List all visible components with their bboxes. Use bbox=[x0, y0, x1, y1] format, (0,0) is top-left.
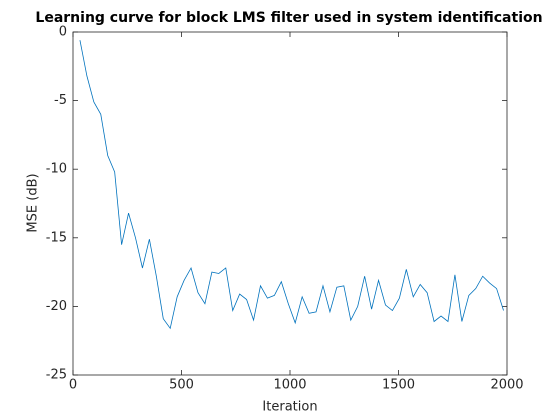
y-tick-label: -10 bbox=[46, 162, 67, 177]
y-tick-label: -25 bbox=[46, 368, 67, 383]
x-tick-label: 0 bbox=[69, 378, 77, 393]
x-tick-label: 500 bbox=[169, 378, 194, 393]
data-line bbox=[79, 40, 504, 330]
y-tick-label: -20 bbox=[46, 299, 67, 314]
x-tick-label: 1500 bbox=[382, 378, 415, 393]
chart-title: Learning curve for block LMS filter used… bbox=[35, 10, 542, 26]
y-axis-label: MSE (dB) bbox=[26, 173, 41, 232]
x-tick-label: 2000 bbox=[490, 378, 523, 393]
y-tick-label: 0 bbox=[59, 25, 67, 40]
x-tick-label: 1000 bbox=[273, 378, 306, 393]
y-tick-label: -5 bbox=[54, 93, 67, 108]
y-tick-label: -15 bbox=[46, 230, 67, 245]
x-axis-label: Iteration bbox=[262, 400, 317, 415]
